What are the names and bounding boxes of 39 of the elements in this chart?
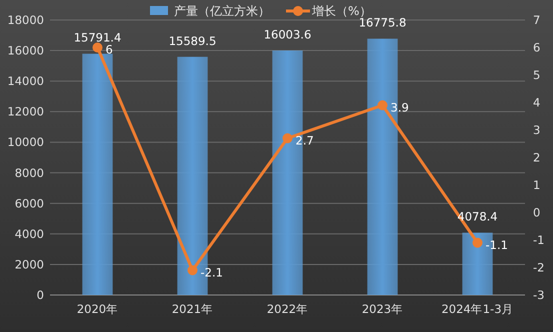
y2-tick-label: 1: [533, 178, 540, 192]
y2-tick-label: 2: [533, 150, 540, 164]
x-tick-label: 2023年: [362, 302, 404, 316]
y2-tick-label: 0: [533, 206, 540, 220]
x-tick-label: 2020年: [76, 302, 118, 316]
y2-tick-label: -3: [533, 288, 544, 302]
data-label: 15589.5: [168, 34, 216, 48]
y-tick-label: 4000: [14, 226, 44, 241]
y-tick-label: 18000: [7, 13, 44, 27]
bar: [82, 54, 113, 295]
y2-tick-label: -1: [533, 233, 544, 247]
point: [92, 42, 102, 52]
data-label: 16775.8: [358, 16, 406, 30]
y2-tick-label: 5: [533, 68, 540, 82]
y-tick-label: 2000: [14, 257, 44, 272]
point: [378, 100, 388, 110]
data-label: 16003.6: [264, 28, 312, 42]
y2-tick-label: 4: [533, 96, 540, 110]
y-tick-label: 16000: [7, 44, 44, 58]
x-tick-label: 2024年1-3月: [441, 302, 514, 316]
point: [188, 265, 198, 276]
y2-tick-label: 3: [533, 123, 540, 137]
x-tick-label: 2021年: [172, 302, 214, 316]
x-tick-label: 2022年: [266, 302, 308, 316]
data-label: 6: [106, 42, 113, 56]
y-tick-label: 14000: [7, 74, 44, 88]
y-tick-label: 12000: [7, 104, 44, 119]
legend-label: 产量（亿立方米）: [174, 4, 270, 18]
y-tick-label: 6000: [14, 196, 44, 210]
y-tick-label: 10000: [7, 135, 44, 150]
y2-tick-label: -2: [533, 260, 544, 274]
point: [472, 238, 482, 248]
y-tick-label: 8000: [14, 166, 44, 180]
legend-label: 增长（%）: [311, 4, 372, 18]
y2-tick-label: 6: [533, 40, 540, 54]
point: [282, 133, 292, 144]
y2-tick-label: 7: [533, 13, 540, 27]
data-label: 15791.4: [74, 30, 122, 45]
y-tick-label: 0: [36, 288, 44, 302]
